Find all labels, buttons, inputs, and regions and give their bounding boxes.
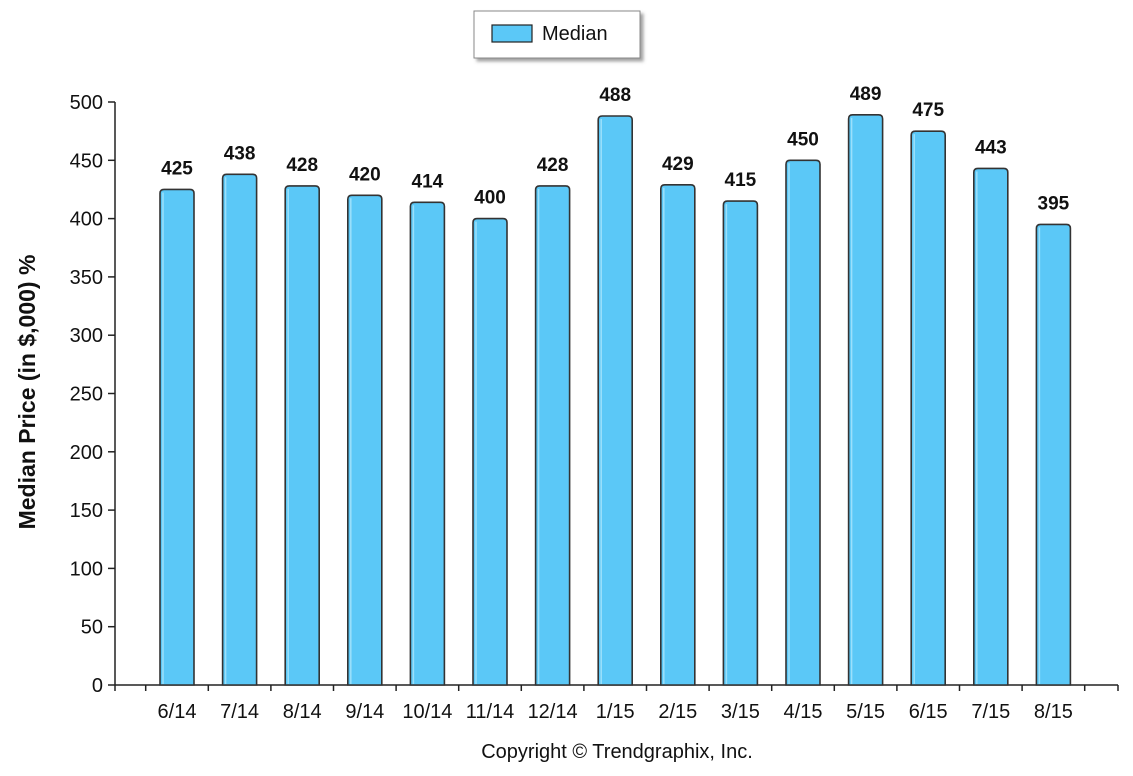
x-tick-label: 3/15 — [721, 701, 760, 723]
data-label: 489 — [850, 84, 882, 105]
axes: 0 50 100 150 200 250 300 350 400 450 500 6/14 7/14 8/… — [70, 92, 1119, 723]
legend-swatch — [491, 24, 533, 43]
y-tick-label: 400 — [70, 209, 103, 231]
y-tick-label: 100 — [70, 558, 103, 580]
bar — [284, 185, 320, 686]
bar — [221, 173, 258, 686]
data-label: 414 — [412, 171, 444, 192]
x-tick-label: 7/14 — [220, 701, 259, 723]
x-tick-label: 11/14 — [466, 701, 515, 723]
y-axis-label: Median Price (in $,000) % — [14, 255, 40, 530]
x-tick-label: 4/15 — [784, 701, 823, 723]
bar — [534, 185, 571, 686]
x-tick-label: 8/15 — [1034, 701, 1073, 723]
data-label: 443 — [975, 137, 1007, 158]
data-label: 438 — [224, 143, 256, 164]
x-tick-label: 6/15 — [909, 701, 948, 723]
bar — [472, 217, 508, 686]
data-label: 488 — [599, 85, 631, 106]
bars — [159, 114, 1072, 686]
legend: Median — [473, 10, 641, 59]
x-tick-label: 10/14 — [402, 701, 452, 723]
x-tick-label: 2/15 — [658, 701, 697, 723]
y-tick-label: 0 — [92, 675, 103, 697]
data-label: 400 — [474, 188, 506, 209]
x-tick-label: 6/14 — [158, 701, 197, 723]
bar — [973, 167, 1009, 686]
x-tick-label: 5/15 — [846, 701, 885, 723]
data-labels: 425 438 428 420 414 400 428 488 429 415 450 489 475 4… — [161, 84, 1070, 215]
x-tick-label: 8/14 — [283, 701, 322, 723]
data-label: 428 — [537, 155, 569, 176]
x-tick-label: 1/15 — [596, 701, 635, 723]
bar — [722, 200, 759, 686]
data-label: 450 — [787, 129, 819, 150]
y-tick-label: 50 — [81, 617, 103, 639]
bar — [785, 159, 821, 686]
bar — [347, 194, 383, 686]
data-label: 415 — [725, 170, 757, 191]
data-label: 429 — [662, 154, 694, 175]
data-label: 425 — [161, 158, 193, 179]
legend-label: Median — [542, 23, 608, 45]
y-tick-label: 250 — [70, 384, 103, 406]
y-tick-label: 350 — [70, 267, 103, 289]
y-tick-label: 200 — [70, 442, 103, 464]
y-tick-label: 300 — [70, 325, 103, 347]
data-label: 395 — [1038, 193, 1070, 214]
data-label: 420 — [349, 164, 381, 185]
copyright-footer: Copyright © Trendgraphix, Inc. — [481, 741, 753, 763]
x-tick-label: 12/14 — [528, 701, 578, 723]
bar — [409, 201, 446, 686]
bar — [910, 130, 946, 686]
y-tick-label: 500 — [70, 92, 103, 114]
data-label: 475 — [912, 100, 944, 121]
bar — [847, 114, 884, 686]
y-tick-label: 150 — [70, 500, 103, 522]
data-label: 428 — [286, 155, 318, 176]
x-tick-label: 7/15 — [971, 701, 1010, 723]
bar — [159, 188, 195, 686]
y-tick-label: 450 — [70, 150, 103, 172]
x-tick-label: 9/14 — [345, 701, 384, 723]
bar — [660, 183, 696, 686]
bar — [1035, 223, 1072, 686]
bar — [597, 115, 633, 686]
